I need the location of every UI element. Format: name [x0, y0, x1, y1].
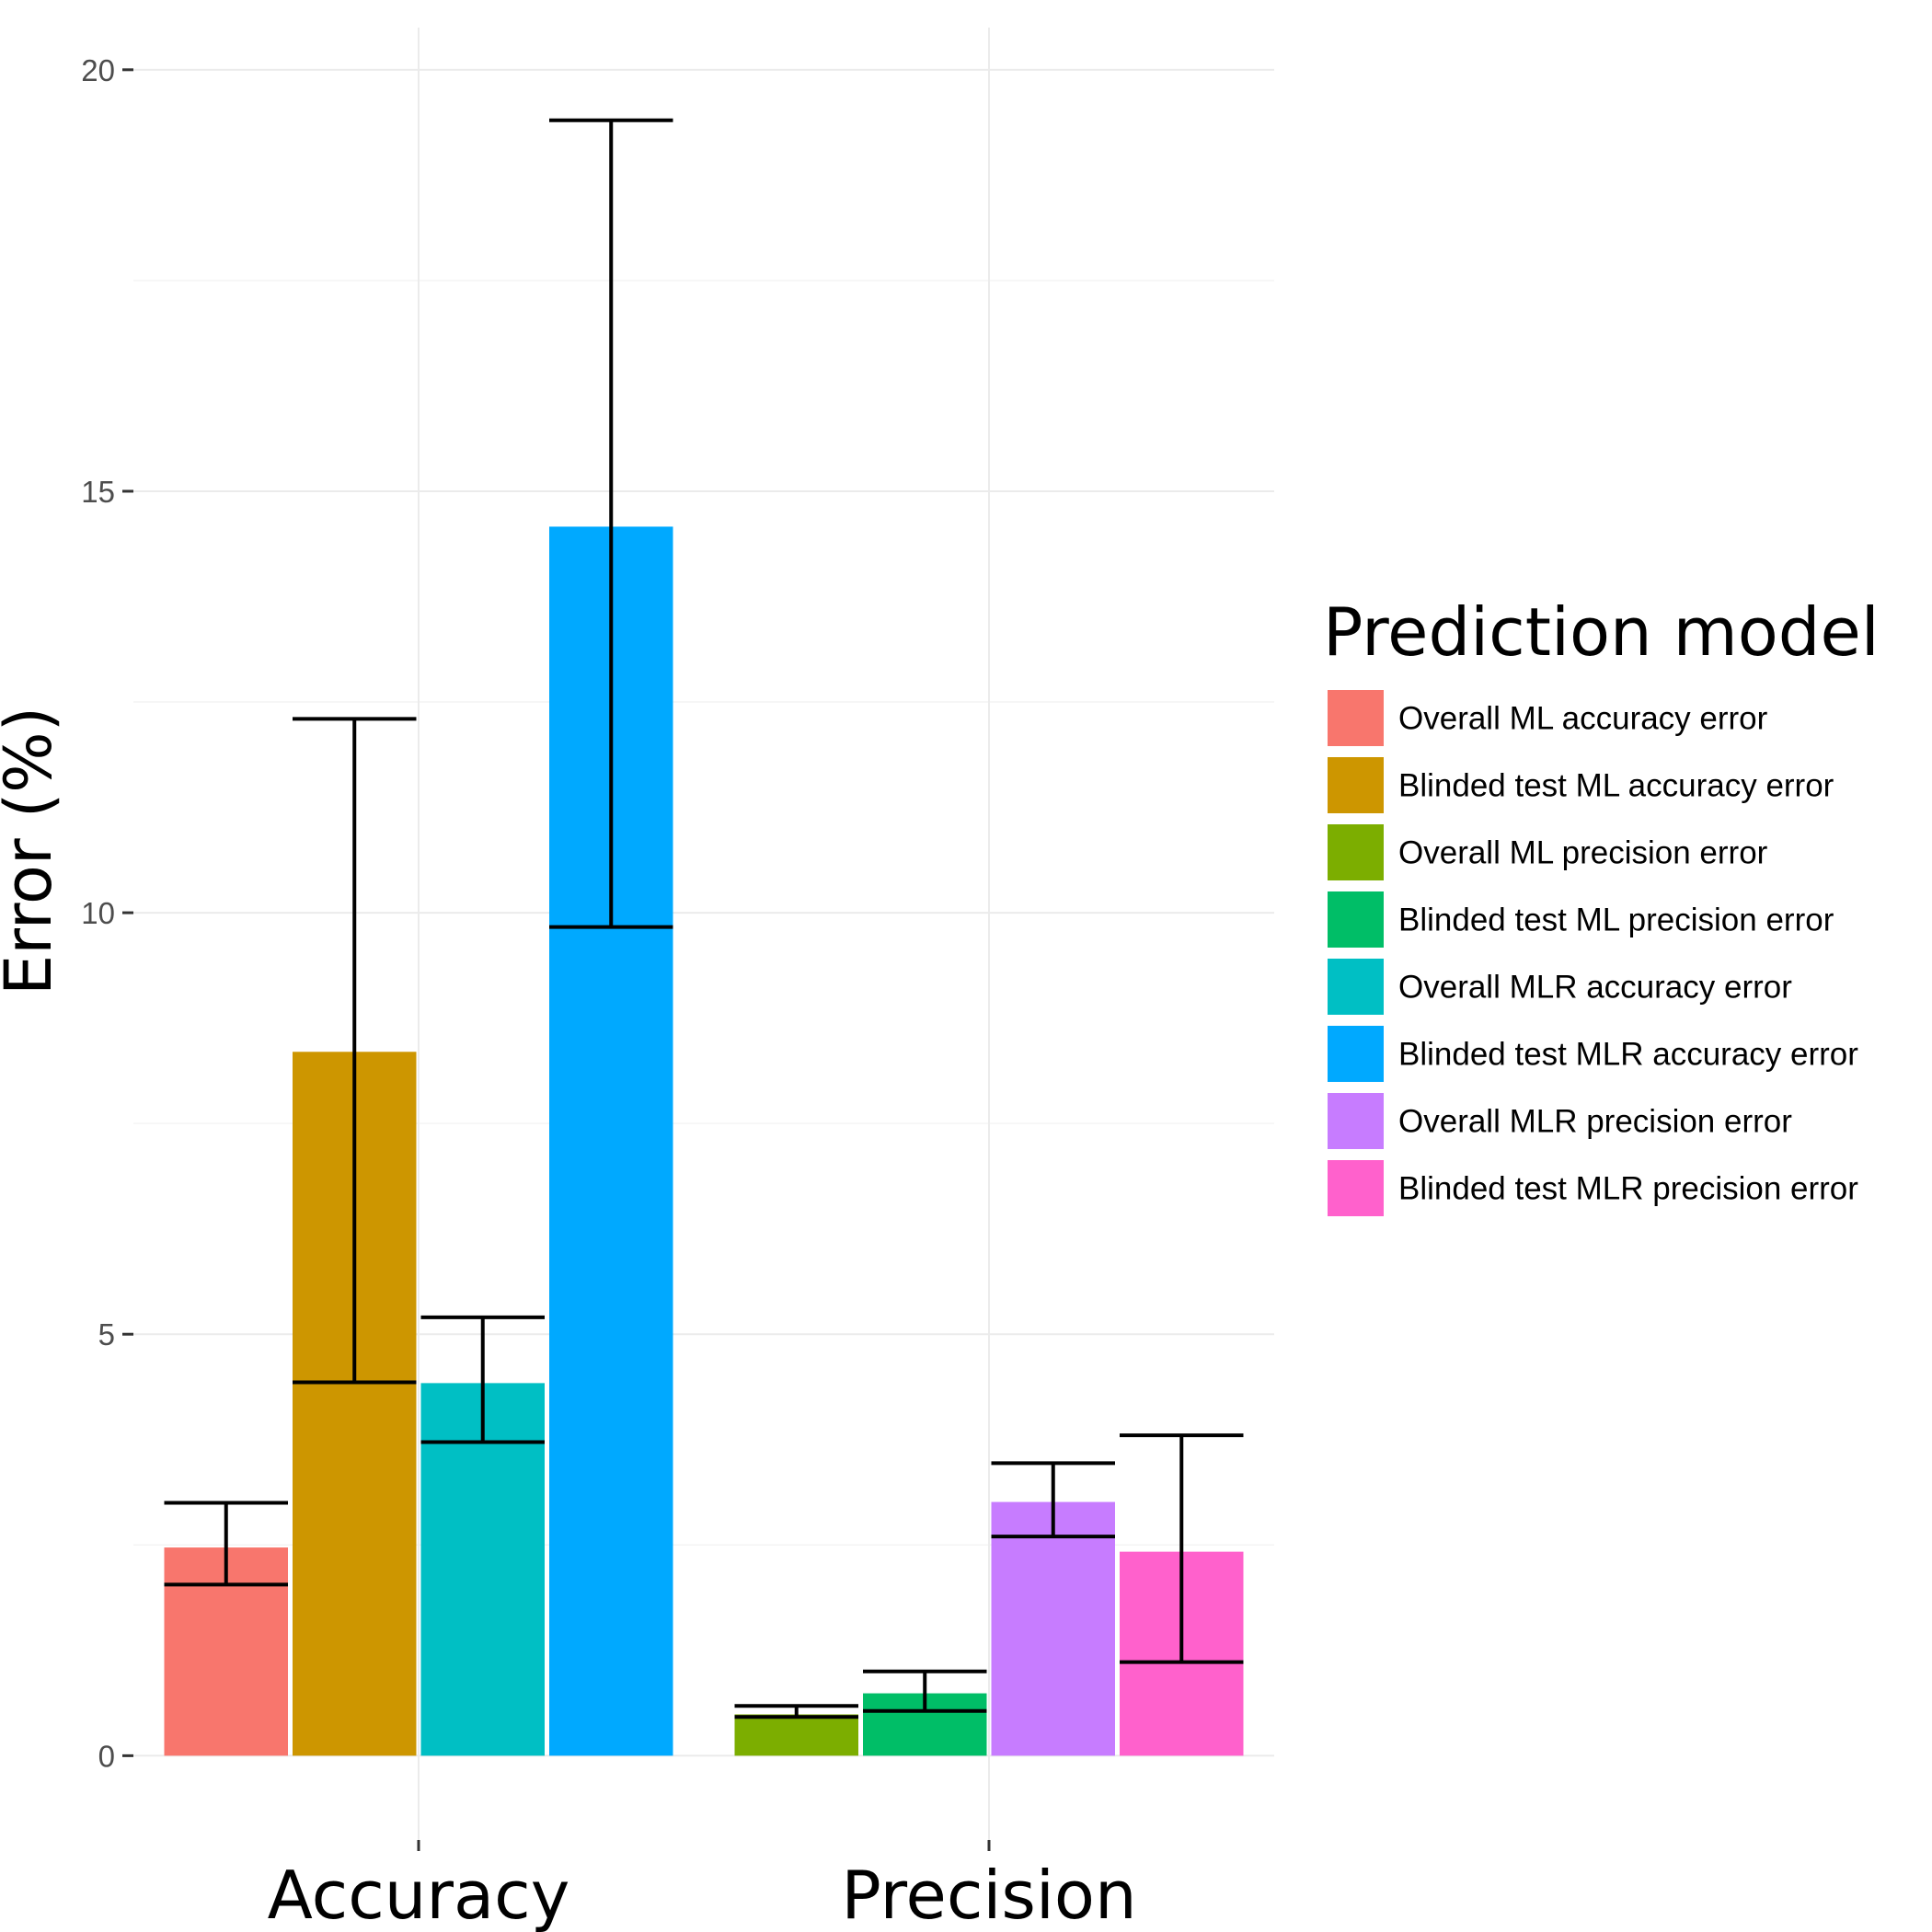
y-axis-title: Error (%) [0, 707, 66, 995]
legend-label: Overall MLR accuracy error [1398, 970, 1792, 1006]
bars [164, 526, 1244, 1756]
bar [420, 1383, 545, 1756]
legend-label: Blinded test MLR accuracy error [1398, 1037, 1858, 1073]
legend-swatch [1328, 1093, 1384, 1149]
x-tick-label: Precision [841, 1857, 1136, 1932]
legend-label: Overall ML accuracy error [1398, 701, 1768, 737]
y-tick-label: 0 [98, 1739, 115, 1773]
legend-swatch [1328, 824, 1384, 880]
legend: Overall ML accuracy error Blinded test ML… [1328, 690, 1858, 1216]
x-tick-label: Accuracy [268, 1857, 570, 1932]
legend-title: Prediction model [1323, 593, 1880, 671]
bar [734, 1714, 858, 1756]
y-tick-label: 20 [81, 53, 115, 87]
axes: 0 5 10 15 20 Accuracy Precision [81, 53, 1136, 1932]
legend-label: Blinded test MLR precision error [1398, 1171, 1858, 1207]
error-bars [164, 118, 1244, 1719]
legend-swatch [1328, 757, 1384, 813]
y-tick-label: 10 [81, 896, 115, 930]
legend-swatch [1328, 891, 1384, 948]
bar [991, 1501, 1115, 1756]
legend-swatch [1328, 1026, 1384, 1082]
legend-label: Overall MLR precision error [1398, 1104, 1792, 1140]
y-tick-label: 15 [81, 475, 115, 509]
legend-swatch [1328, 1160, 1384, 1216]
legend-label: Overall ML precision error [1398, 835, 1768, 871]
legend-swatch [1328, 959, 1384, 1015]
legend-swatch [1328, 690, 1384, 746]
legend-label: Blinded test ML accuracy error [1398, 768, 1834, 804]
legend-label: Blinded test ML precision error [1398, 903, 1834, 938]
y-tick-label: 5 [98, 1317, 115, 1351]
